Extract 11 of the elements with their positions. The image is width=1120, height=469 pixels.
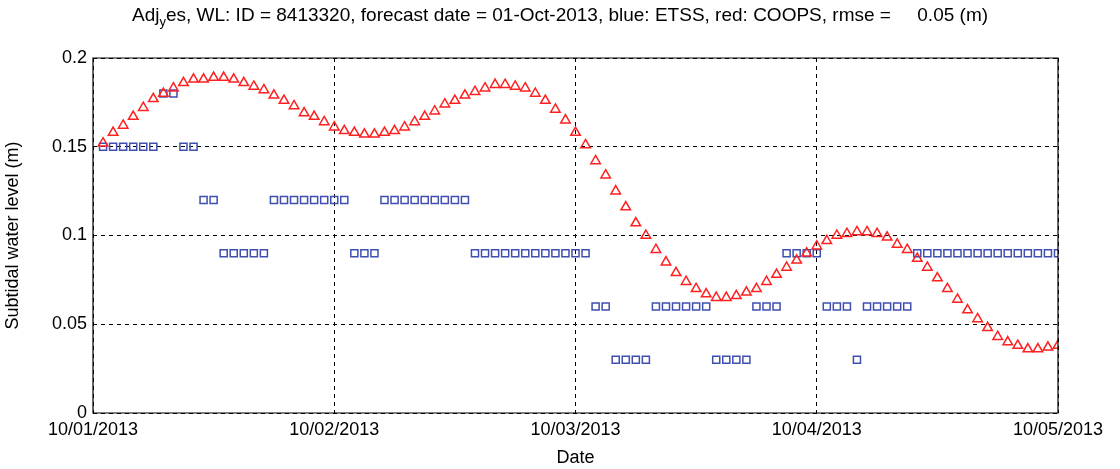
y-tick-label: 0.15 bbox=[51, 135, 87, 156]
y-tick-label: 0.1 bbox=[61, 224, 87, 245]
y-axis-title: Subtidal water level (m) bbox=[1, 141, 22, 330]
x-axis-title: Date bbox=[556, 447, 595, 468]
x-tick-label: 10/02/2013 bbox=[289, 418, 380, 439]
y-tick-label: 0.2 bbox=[61, 46, 87, 67]
x-tick-label: 10/03/2013 bbox=[530, 418, 621, 439]
x-tick-label: 10/04/2013 bbox=[771, 418, 862, 439]
x-tick-label: 10/05/2013 bbox=[1012, 418, 1104, 439]
y-tick-label: 0.05 bbox=[51, 313, 87, 334]
chart-title: Adj$_{y}$es, WL: ID = 8413320, forecast date = 01-Oct-2013, blue: ETSS, red: COOPS, rmse = 0.05 (m) bbox=[130, 3, 990, 30]
